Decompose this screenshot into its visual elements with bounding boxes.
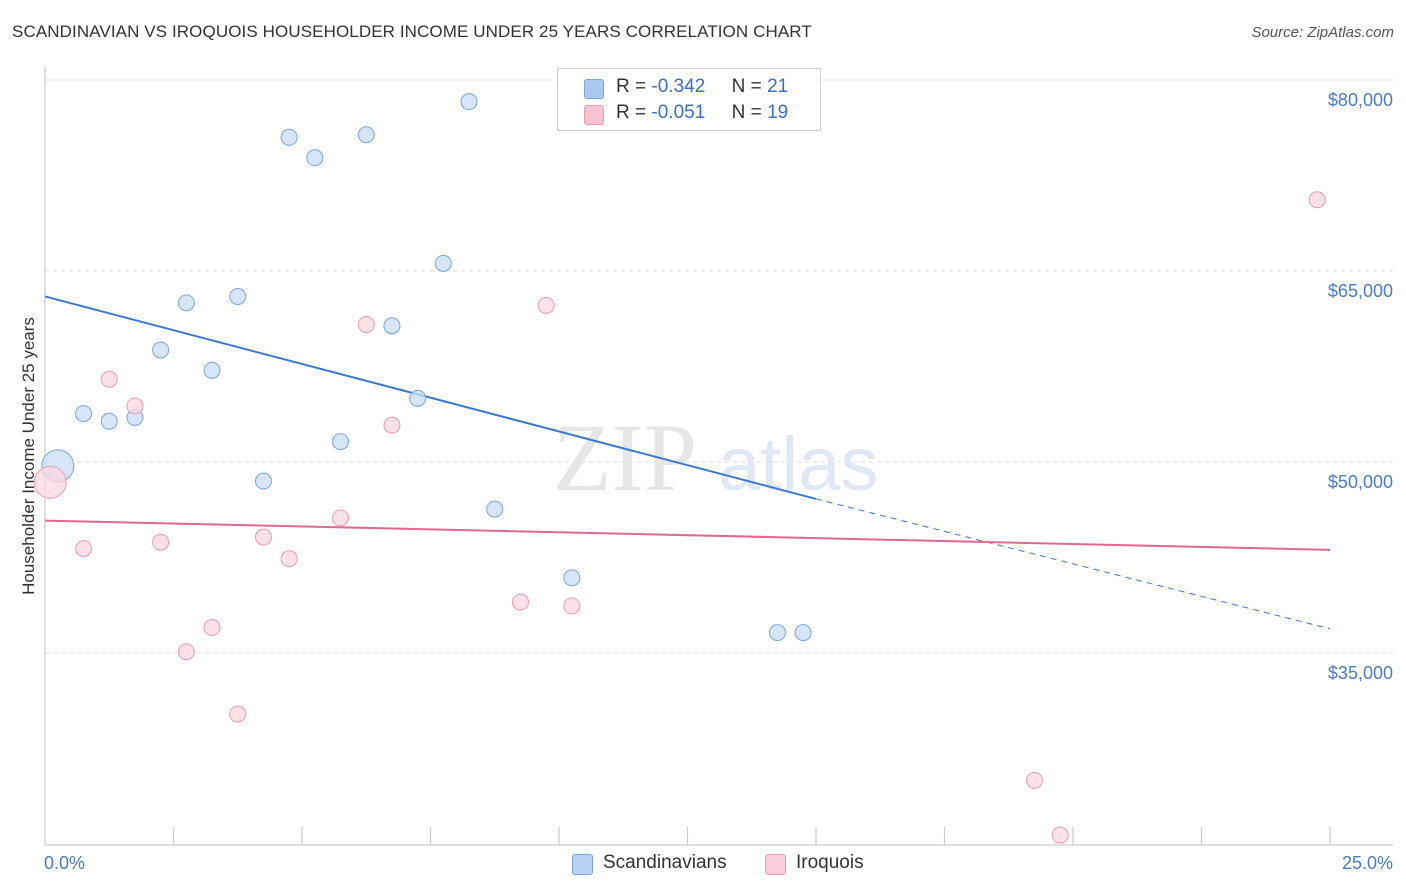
point-scandinavians xyxy=(409,389,427,407)
point-iroquois xyxy=(563,597,581,615)
x-tick-label: 0.0% xyxy=(44,853,85,873)
legend-label-iroquois: Iroquois xyxy=(796,852,864,873)
point-scandinavians xyxy=(434,254,452,272)
point-scandinavians xyxy=(306,149,324,167)
data-points xyxy=(33,93,1326,844)
point-iroquois xyxy=(511,593,529,611)
y-tick-labels: $35,000 $50,000 $65,000 $80,000 xyxy=(1328,90,1393,683)
legend-swatch-scandinavians xyxy=(572,854,593,875)
y-tick-label: $50,000 xyxy=(1328,472,1393,492)
chart-title: SCANDINAVIAN VS IROQUOIS HOUSEHOLDER INC… xyxy=(12,22,812,41)
point-iroquois xyxy=(177,643,195,661)
point-scandinavians xyxy=(75,405,93,423)
legend-swatch-iroquois xyxy=(765,854,786,875)
legend-swatch-scandinavians xyxy=(584,79,604,99)
legend-r-label: R = xyxy=(616,76,647,97)
trend-line-scandinavians xyxy=(44,295,817,500)
point-scandinavians xyxy=(357,126,375,144)
point-scandinavians xyxy=(177,294,195,312)
legend-n-value: 21 xyxy=(767,76,789,97)
legend-r-value: -0.342 xyxy=(651,76,706,97)
point-iroquois xyxy=(332,509,350,527)
point-scandinavians xyxy=(794,624,812,642)
point-iroquois xyxy=(203,619,221,637)
y-tick-label: $65,000 xyxy=(1328,281,1393,301)
watermark-atlas: atlas xyxy=(718,422,879,507)
legend-r-value: -0.051 xyxy=(651,102,706,123)
point-iroquois xyxy=(280,550,298,568)
watermark: ZIP atlas xyxy=(553,404,879,511)
grid xyxy=(45,79,1393,654)
trend-lines xyxy=(44,295,1331,630)
point-scandinavians xyxy=(229,287,247,305)
legend-n-label: N = xyxy=(731,102,762,123)
trend-line-iroquois xyxy=(44,519,1331,551)
point-iroquois xyxy=(152,533,170,551)
point-iroquois xyxy=(383,416,401,434)
y-tick-label: $35,000 xyxy=(1328,663,1393,683)
point-scandinavians xyxy=(203,361,221,379)
y-axis-label: Householder Income Under 25 years xyxy=(19,317,38,595)
legend-r-label: R = xyxy=(616,102,647,123)
point-scandinavians xyxy=(254,472,272,490)
point-scandinavians xyxy=(563,569,581,587)
point-iroquois xyxy=(1308,191,1326,209)
legend-n-label: N = xyxy=(731,76,762,97)
point-iroquois xyxy=(126,397,144,415)
x-tick-label: 25.0% xyxy=(1342,853,1393,873)
correlation-legend: R = -0.342 N = 21 R = -0.051 N = 19 xyxy=(557,68,821,131)
point-scandinavians xyxy=(152,341,170,359)
point-iroquois xyxy=(75,540,93,558)
point-scandinavians xyxy=(280,128,298,146)
trend-line-scandinavians-extension xyxy=(815,498,1331,630)
point-scandinavians xyxy=(460,93,478,111)
legend-label-scandinavians: Scandinavians xyxy=(603,852,727,873)
point-iroquois xyxy=(33,465,67,499)
x-tick-labels: 0.0% 25.0% xyxy=(44,853,1393,873)
point-iroquois xyxy=(1025,771,1043,789)
point-scandinavians xyxy=(332,433,350,451)
point-scandinavians xyxy=(768,624,786,642)
point-iroquois xyxy=(254,528,272,546)
point-iroquois xyxy=(537,296,555,314)
point-iroquois xyxy=(357,315,375,333)
y-tick-label: $80,000 xyxy=(1328,90,1393,110)
point-iroquois xyxy=(1051,826,1069,844)
watermark-zip: ZIP xyxy=(553,404,697,511)
source-label: Source: ZipAtlas.com xyxy=(1251,24,1394,41)
point-iroquois xyxy=(100,370,118,388)
legend-n-value: 19 xyxy=(767,102,789,123)
point-iroquois xyxy=(229,705,247,723)
point-scandinavians xyxy=(383,317,401,335)
legend-swatch-iroquois xyxy=(584,105,604,125)
point-scandinavians xyxy=(100,412,118,430)
point-scandinavians xyxy=(486,500,504,518)
